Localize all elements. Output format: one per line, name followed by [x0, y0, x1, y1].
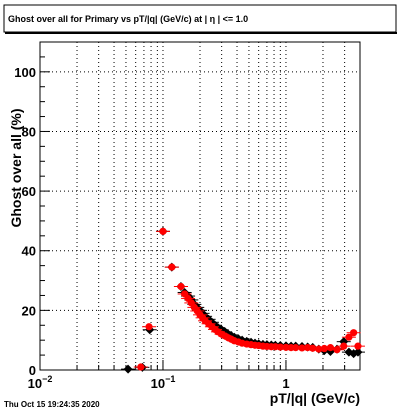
data-point	[320, 344, 328, 353]
timestamp: Thu Oct 15 19:24:35 2020	[4, 400, 100, 409]
data-point	[340, 342, 348, 350]
data-point	[354, 342, 362, 350]
data-point	[353, 347, 363, 357]
y-tick-label: 80	[22, 124, 36, 139]
data-series	[121, 226, 365, 374]
data-point	[145, 323, 153, 331]
y-axis: 0 20 40 60 80 100	[14, 41, 50, 378]
series-1	[133, 227, 365, 371]
y-tick-label: 0	[29, 363, 36, 378]
x-axis-label: pT/|q| (GeV/c)	[270, 390, 360, 406]
x-tick-label: 1	[282, 376, 289, 391]
y-tick-label: 20	[22, 303, 36, 318]
series-0	[121, 226, 365, 374]
data-point	[350, 329, 358, 337]
data-point	[333, 346, 341, 354]
data-point	[137, 363, 145, 371]
data-point	[168, 263, 176, 271]
y-tick-label: 60	[22, 184, 36, 199]
y-axis-label: Ghost over all (%)	[8, 108, 24, 227]
data-point	[159, 227, 167, 235]
data-point	[309, 344, 317, 352]
y-tick-label: 100	[14, 65, 36, 80]
chart-title-box	[3, 4, 397, 33]
data-point	[177, 282, 185, 291]
x-axis: 10−2 10−1 1	[28, 360, 361, 391]
data-point	[345, 333, 353, 341]
x-tick-label: 10−2	[28, 374, 53, 391]
data-point	[315, 345, 323, 353]
x-tick-label: 10−1	[151, 374, 176, 391]
data-point	[123, 364, 133, 374]
y-tick-label: 40	[22, 244, 36, 259]
chart-title: Ghost over all for Primary vs pT/|q| (Ge…	[8, 14, 248, 24]
